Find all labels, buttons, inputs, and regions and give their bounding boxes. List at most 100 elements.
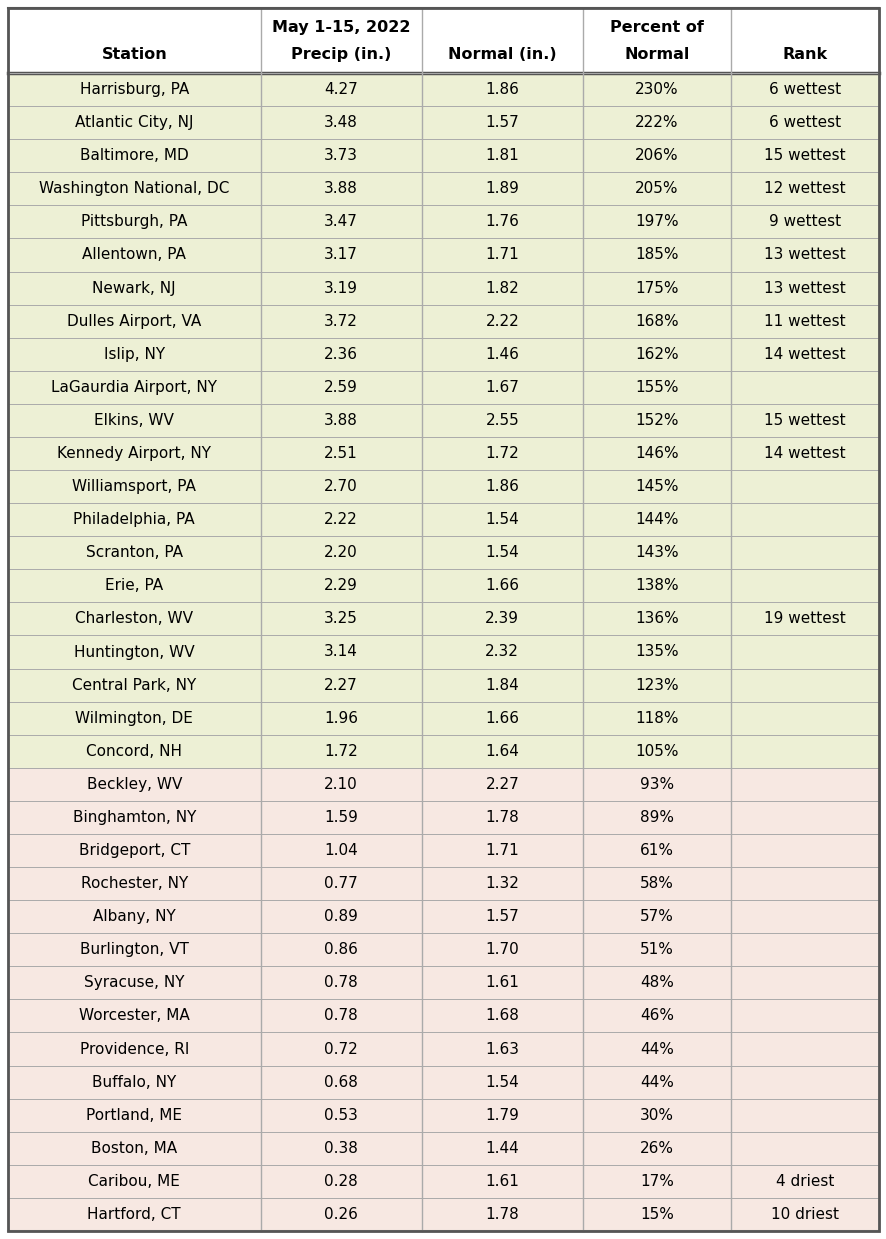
Text: 1.86: 1.86 [485,82,518,97]
Text: 1.70: 1.70 [485,943,518,958]
Text: 3.73: 3.73 [323,149,358,164]
Text: 0.26: 0.26 [324,1207,358,1222]
Text: 2.70: 2.70 [324,479,358,494]
Text: Buffalo, NY: Buffalo, NY [92,1074,176,1089]
Text: 15%: 15% [639,1207,673,1222]
Text: 123%: 123% [634,678,678,693]
Text: 3.88: 3.88 [324,181,358,196]
Bar [8,1165,878,1198]
Text: Percent of: Percent of [610,20,703,35]
Text: Huntington, WV: Huntington, WV [74,644,194,659]
Text: 144%: 144% [634,512,678,527]
Text: 1.81: 1.81 [485,149,518,164]
Text: Boston, MA: Boston, MA [91,1141,177,1156]
Text: 2.36: 2.36 [323,347,358,362]
Text: Atlantic City, NJ: Atlantic City, NJ [75,115,193,130]
Bar [8,901,878,933]
Text: 44%: 44% [639,1042,673,1057]
Text: 0.86: 0.86 [324,943,358,958]
Text: 93%: 93% [639,777,673,792]
Bar [8,437,878,470]
Text: Charleston, WV: Charleston, WV [75,611,193,627]
Text: 1.04: 1.04 [324,843,358,859]
Bar [8,305,878,338]
Text: 185%: 185% [634,248,678,263]
Text: 4.27: 4.27 [324,82,358,97]
Bar [8,139,878,172]
Text: Bridgeport, CT: Bridgeport, CT [79,843,190,859]
Text: 0.78: 0.78 [324,1009,358,1023]
Text: 6 wettest: 6 wettest [768,82,840,97]
Text: 17%: 17% [639,1173,673,1189]
Text: Hartford, CT: Hartford, CT [88,1207,181,1222]
Text: 1.84: 1.84 [485,678,518,693]
Text: 155%: 155% [634,380,678,395]
Text: 26%: 26% [639,1141,673,1156]
Text: 168%: 168% [634,313,678,328]
Text: 205%: 205% [634,181,678,196]
Text: Station: Station [101,47,167,62]
Bar [8,735,878,768]
Text: Scranton, PA: Scranton, PA [86,545,183,560]
Text: 1.61: 1.61 [485,975,518,990]
Text: 1.71: 1.71 [485,248,518,263]
Text: 146%: 146% [634,446,678,461]
Bar [8,7,878,73]
Text: 1.32: 1.32 [485,876,518,891]
Text: 1.72: 1.72 [485,446,518,461]
Text: Baltimore, MD: Baltimore, MD [80,149,189,164]
Bar [8,271,878,305]
Text: 1.86: 1.86 [485,479,518,494]
Text: 1.78: 1.78 [485,1207,518,1222]
Text: 2.27: 2.27 [324,678,358,693]
Text: 1.89: 1.89 [485,181,518,196]
Text: 136%: 136% [634,611,678,627]
Text: 0.28: 0.28 [324,1173,358,1189]
Text: 2.22: 2.22 [324,512,358,527]
Text: Syracuse, NY: Syracuse, NY [84,975,184,990]
Text: 1.71: 1.71 [485,843,518,859]
Text: 138%: 138% [634,579,678,593]
Text: 2.29: 2.29 [324,579,358,593]
Text: 105%: 105% [634,743,678,758]
Text: 10 driest: 10 driest [770,1207,838,1222]
Text: 2.22: 2.22 [485,313,518,328]
Text: Portland, ME: Portland, ME [86,1108,183,1123]
Text: Central Park, NY: Central Park, NY [72,678,196,693]
Bar [8,933,878,966]
Text: Elkins, WV: Elkins, WV [94,413,174,427]
Text: 89%: 89% [639,810,673,825]
Bar [8,768,878,800]
Text: Wilmington, DE: Wilmington, DE [75,711,193,726]
Text: 1.54: 1.54 [485,512,518,527]
Text: Islip, NY: Islip, NY [104,347,165,362]
Bar [8,1198,878,1232]
Text: 58%: 58% [639,876,673,891]
Text: 1.44: 1.44 [485,1141,518,1156]
Text: 13 wettest: 13 wettest [763,248,845,263]
Text: Providence, RI: Providence, RI [80,1042,189,1057]
Text: 2.27: 2.27 [485,777,518,792]
Bar [8,206,878,238]
Bar [8,1032,878,1066]
Text: 2.32: 2.32 [485,644,518,659]
Text: 3.14: 3.14 [324,644,358,659]
Text: 135%: 135% [634,644,678,659]
Text: 2.10: 2.10 [324,777,358,792]
Text: 11 wettest: 11 wettest [764,313,845,328]
Text: Allentown, PA: Allentown, PA [82,248,186,263]
Text: 0.78: 0.78 [324,975,358,990]
Bar [8,370,878,404]
Bar [8,470,878,503]
Bar [8,1066,878,1099]
Text: 0.72: 0.72 [324,1042,358,1057]
Text: Concord, NH: Concord, NH [86,743,183,758]
Text: 1.66: 1.66 [485,711,518,726]
Text: Dulles Airport, VA: Dulles Airport, VA [67,313,201,328]
Text: 3.48: 3.48 [324,115,358,130]
Text: 0.38: 0.38 [324,1141,358,1156]
Text: 0.53: 0.53 [324,1108,358,1123]
Text: 152%: 152% [634,413,678,427]
Text: 15 wettest: 15 wettest [764,413,845,427]
Bar [8,404,878,437]
